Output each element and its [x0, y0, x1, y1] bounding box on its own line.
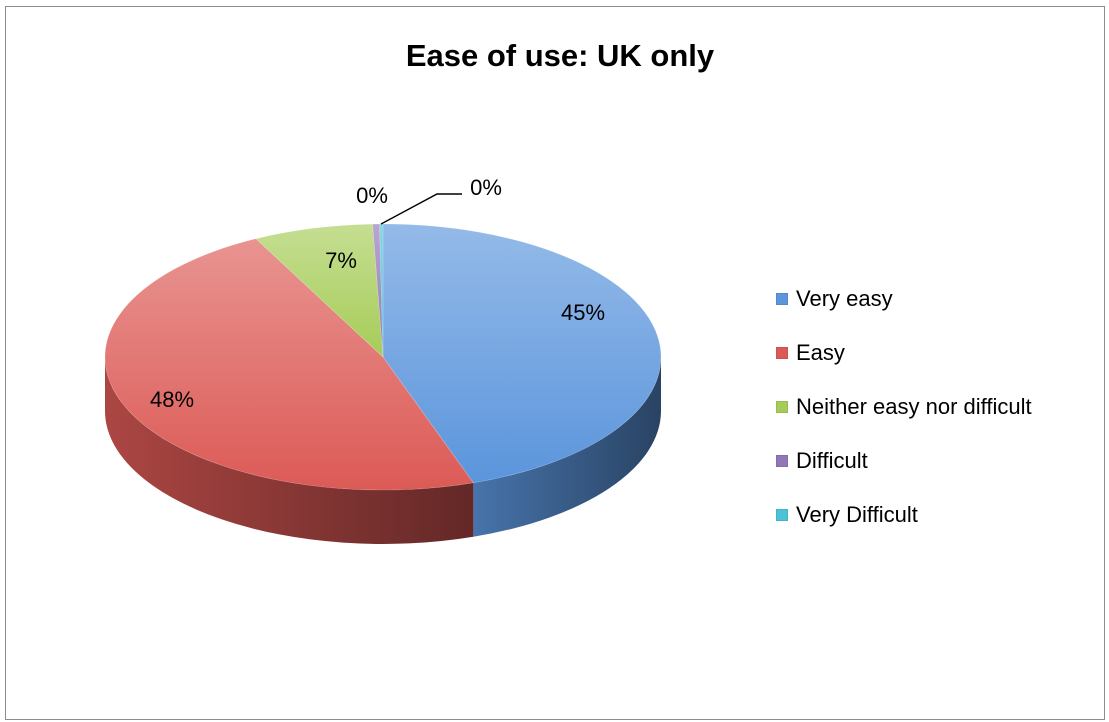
legend-swatch	[776, 401, 788, 413]
leader-line	[380, 193, 462, 225]
legend-item-very-difficult: Very Difficult	[776, 500, 1032, 554]
data-label-very-easy: 45%	[561, 300, 605, 325]
legend-label: Very easy	[796, 286, 893, 311]
legend-swatch	[776, 293, 788, 305]
legend-item-neither: Neither easy nor difficult	[776, 392, 1032, 446]
chart-title: Ease of use: UK only	[405, 38, 715, 73]
legend-label: Difficult	[796, 448, 868, 473]
legend-label: Easy	[796, 340, 845, 365]
legend-label: Very Difficult	[796, 502, 918, 527]
pie-slice-difficult	[372, 223, 384, 358]
pie-slice-neither	[255, 223, 384, 358]
legend-item-very-easy: Very easy	[776, 284, 1032, 338]
legend-item-easy: Easy	[776, 338, 1032, 392]
chart-legend: Very easy Easy Neither easy nor difficul…	[776, 284, 1032, 554]
pie-side-very-easy	[473, 357, 661, 537]
pie-slice-easy	[104, 238, 474, 491]
data-label-very-difficult: 0%	[470, 175, 502, 200]
legend-swatch	[776, 455, 788, 467]
legend-item-difficult: Difficult	[776, 446, 1032, 500]
data-label-difficult: 0%	[356, 183, 388, 208]
pie-slice-very-easy	[382, 223, 662, 484]
pie-side-easy	[105, 357, 474, 544]
legend-label: Neither easy nor difficult	[796, 394, 1032, 419]
legend-swatch	[776, 509, 788, 521]
legend-swatch	[776, 347, 788, 359]
data-label-easy: 48%	[150, 387, 194, 412]
data-label-neither: 7%	[325, 248, 357, 273]
